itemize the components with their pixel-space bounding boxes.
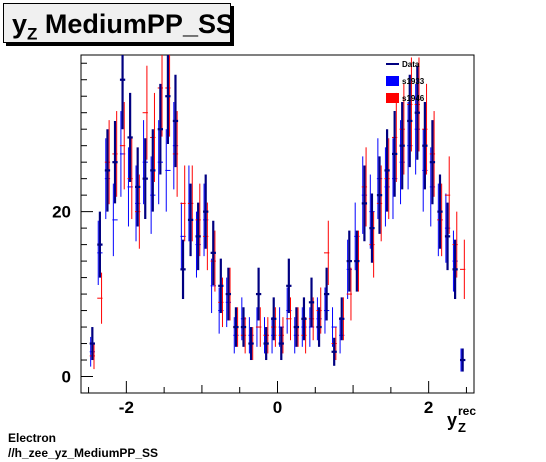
legend-swatch-box xyxy=(386,93,399,103)
title-sub: Z xyxy=(27,24,38,44)
x-tick-label: 2 xyxy=(424,398,433,417)
title-main: y xyxy=(12,9,28,39)
title-box: yZ MediumPP_SS xyxy=(3,3,234,44)
footer-line-1: Electron xyxy=(8,431,57,445)
y-tick-label: 20 xyxy=(52,203,71,222)
legend-label: s1933 xyxy=(402,77,425,86)
x-tick-label: 0 xyxy=(273,398,282,417)
x-tick-label: -2 xyxy=(119,398,134,417)
legend-label: s1946 xyxy=(402,94,425,103)
x-axis-label-sub: Z xyxy=(458,420,466,435)
x-axis-label: y xyxy=(447,410,457,430)
x-axis-label-sup: rec xyxy=(458,404,476,418)
legend-swatch-box xyxy=(386,76,399,86)
chart-title: yZ MediumPP_SS xyxy=(12,9,234,44)
title-rest: MediumPP_SS xyxy=(37,9,234,39)
y-tick-label: 0 xyxy=(62,368,71,387)
legend-label: Data xyxy=(402,60,420,69)
footer-line-2: //h_zee_yz_MediumPP_SS xyxy=(8,446,159,460)
plot-frame xyxy=(80,54,475,394)
